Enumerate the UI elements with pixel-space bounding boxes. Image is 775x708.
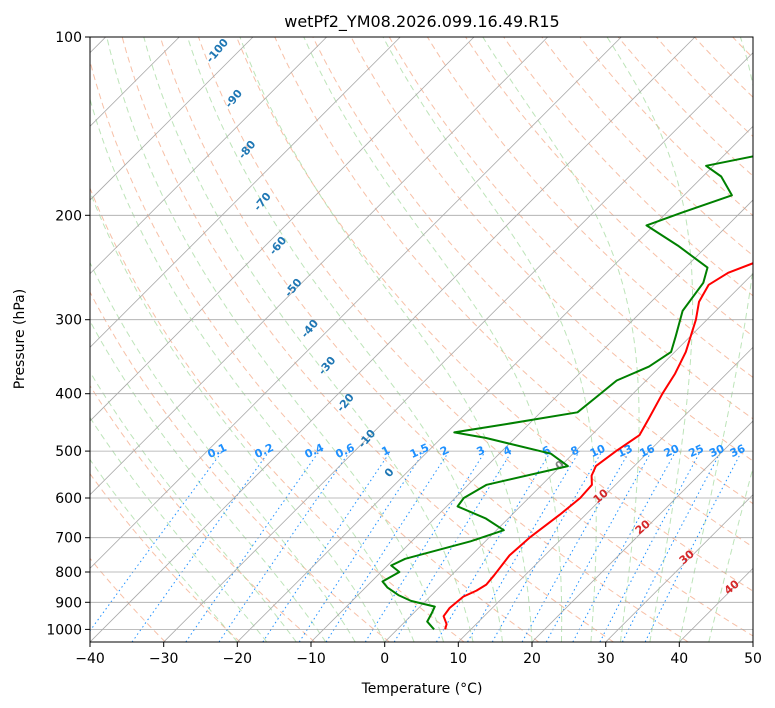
x-tick-label: 50 (744, 651, 762, 667)
moist-adiabat (606, 37, 694, 642)
isobars (90, 37, 753, 630)
x-tick-label: 20 (523, 651, 541, 667)
isotherm (605, 494, 753, 642)
dry-adiabat (312, 37, 753, 505)
isotherm (90, 37, 401, 348)
x-tick-label: 0 (380, 651, 389, 667)
x-tick-label: −40 (75, 651, 105, 667)
mixing-ratio-line (185, 450, 320, 642)
dry-adiabat (274, 37, 753, 548)
profile-lines (381, 155, 753, 631)
y-tick-label: 300 (55, 313, 82, 329)
plot-background (90, 37, 753, 642)
mixing-ratio-line (218, 450, 351, 642)
isotherm (90, 37, 475, 422)
mixing-ratio-lines (90, 450, 743, 642)
dry-adiabat (771, 37, 775, 642)
isotherm (458, 346, 753, 642)
y-tick-label: 1000 (46, 622, 82, 638)
mixing-ratio-label: 36 (728, 442, 748, 460)
x-tick-label: 10 (449, 651, 467, 667)
isotherm (310, 199, 753, 642)
mixing-ratio-line (435, 450, 552, 642)
y-tick-label: 800 (55, 565, 82, 581)
dry-adiabat (90, 186, 465, 642)
plot-frame (89, 36, 754, 643)
isotherm (90, 37, 254, 201)
x-tick-label: −20 (223, 651, 253, 667)
y-tick-label: 900 (55, 595, 82, 611)
isotherms (90, 37, 753, 642)
isotherm (531, 420, 753, 642)
moist-adiabat (678, 37, 753, 642)
x-axis: −40 −30 −20 −10 0 10 20 30 40 50 (75, 642, 762, 667)
isotherm (163, 52, 753, 642)
mixing-ratio-line (599, 450, 701, 642)
y-tick-label: 700 (55, 531, 82, 547)
chart-title: wetPf2_YM08.2026.099.16.49.R15 (284, 12, 559, 32)
dry-adiabat (388, 37, 753, 420)
moist-adiabat (90, 458, 238, 642)
x-tick-label: −30 (149, 651, 179, 667)
y-axis-label: Pressure (hPa) (12, 289, 28, 389)
moist-adiabat (90, 190, 386, 642)
mixing-ratio-line (572, 450, 677, 642)
moist-adiabat (482, 37, 640, 642)
moist-adiabat (187, 37, 503, 642)
moist-adiabat (382, 37, 597, 642)
mixing-ratio-line (262, 450, 392, 642)
y-tick-label: 500 (55, 444, 82, 460)
temperature-line (442, 262, 753, 630)
mixing-ratio-line (325, 450, 450, 642)
dry-adiabat (617, 37, 753, 177)
dry-adiabat (121, 37, 614, 642)
y-axis: 100 200 300 400 500 600 700 800 900 1000 (46, 30, 90, 638)
y-tick-label: 600 (55, 491, 82, 507)
mixing-ratio-label: 16 (638, 442, 658, 460)
y-tick-label: 200 (55, 208, 82, 224)
dry-adiabat (426, 37, 753, 378)
isotherm (90, 37, 696, 642)
moist-adiabat (303, 37, 563, 642)
isotherm (90, 37, 327, 275)
moist-adiabat (90, 261, 356, 642)
dry-adiabat (236, 37, 753, 592)
dry-adiabat (159, 37, 689, 642)
mixing-ratio-label: 20 (662, 442, 682, 460)
dry-adiabat (503, 37, 753, 297)
moist-adiabat (143, 37, 474, 642)
x-tick-label: 40 (670, 651, 688, 667)
isotherm (237, 125, 753, 642)
isotherm (752, 641, 753, 642)
mixing-ratio-line (364, 450, 486, 642)
mixing-ratio-label: 10 (588, 442, 608, 460)
moist-adiabat (90, 416, 268, 642)
mixing-ratio-label: 13 (615, 442, 634, 460)
dry-adiabat (90, 291, 390, 642)
mixing-ratio-label: 30 (707, 442, 727, 460)
y-tick-label: 400 (55, 387, 82, 403)
mixing-ratio-line (298, 450, 425, 642)
dry-adiabat (198, 37, 753, 637)
dry-adiabats (90, 37, 775, 642)
x-tick-label: −10 (296, 651, 326, 667)
dry-adiabat (90, 59, 540, 642)
dry-adiabat (90, 384, 316, 642)
moist-adiabat (90, 320, 327, 642)
mixing-ratio-line (467, 450, 580, 642)
moist-adiabat (90, 370, 297, 642)
moist-adiabat (239, 37, 533, 642)
x-tick-label: 30 (597, 651, 615, 667)
moist-adiabat (106, 37, 445, 642)
moist-adiabat (708, 465, 753, 642)
isotherm (90, 37, 622, 569)
x-axis-label: Temperature (°C) (361, 681, 483, 697)
isotherm (384, 273, 753, 642)
mixing-ratio-label: 25 (687, 442, 706, 460)
isotherm (90, 37, 548, 496)
dewpoint-line (381, 155, 753, 631)
y-tick-label: 100 (55, 30, 82, 46)
